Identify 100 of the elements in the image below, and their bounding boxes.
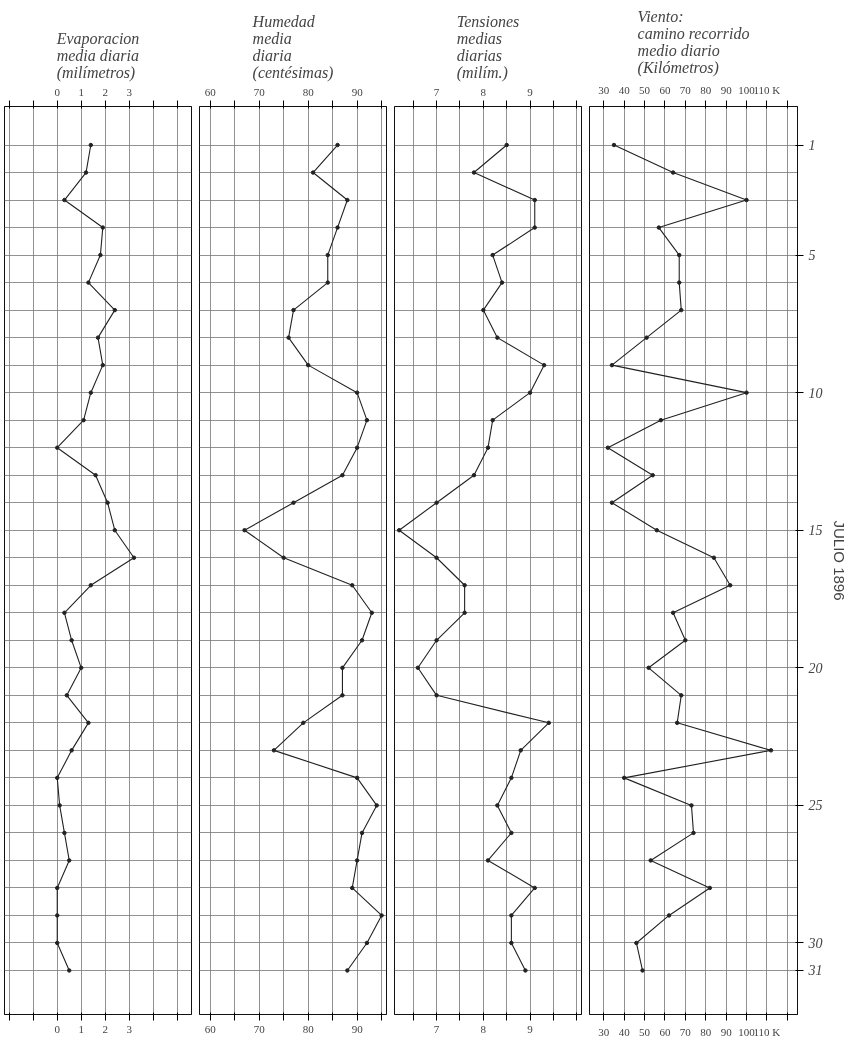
point [340,665,345,671]
point [523,968,528,973]
point [504,142,509,148]
point [131,555,137,560]
point [86,720,91,726]
point [541,362,547,368]
point [112,307,118,313]
point [98,252,103,258]
y-tick-label: 31 [807,963,823,979]
point [471,170,477,175]
point [100,225,106,230]
y-tick-label: 10 [808,385,823,401]
point [691,830,696,836]
point [291,307,296,313]
point [359,638,365,643]
x2-tick-label: 80 [700,1025,712,1038]
point [93,472,98,478]
point [676,252,682,258]
point [640,968,645,973]
point [112,527,118,533]
point [658,417,664,423]
x-tick-label: 30 [598,83,610,96]
point [88,142,94,148]
point [88,583,94,588]
point [95,335,101,340]
point [634,940,639,946]
point [621,775,627,781]
x-tick-label: 1 [78,85,84,98]
point [354,390,360,395]
y-tick-label: 25 [808,798,823,814]
point [462,583,467,588]
point [609,500,615,505]
y-tick-label: 20 [808,660,823,676]
chart-title: Humedad media diaria (centésimas) [251,12,334,82]
point [670,610,676,616]
x2-tick-label: 90 [351,1022,364,1035]
point [54,775,60,781]
x2-tick-label: 9 [527,1022,534,1035]
point [490,252,495,258]
x2-tick-label: 7 [433,1022,440,1035]
point [335,225,340,230]
point [644,335,649,340]
point [62,610,67,616]
x2-tick-label: 110 K [753,1025,781,1038]
chart-title: Tensiones medias diarias (milím.) [456,12,520,82]
point [57,803,62,808]
x-tick-label: 50 [639,83,651,96]
point [485,445,491,450]
point [727,583,733,588]
point [605,445,611,450]
point [670,170,676,175]
point [281,555,286,560]
point [364,417,370,423]
point [349,885,355,891]
point [707,885,713,891]
y-axis-title: JULIO 1896 [830,520,848,601]
x-tick-label: 8 [480,85,487,98]
point [354,858,360,863]
point [340,472,345,478]
x-tick-label: 60 [204,85,217,98]
x2-tick-label: 70 [679,1025,692,1038]
x2-tick-label: 2 [102,1022,108,1035]
x2-tick-label: 100 [738,1025,756,1038]
x-tick-label: 110 K [753,83,781,96]
point [54,913,60,918]
point [69,748,74,753]
point [396,527,402,533]
x2-tick-label: 0 [54,1022,61,1035]
x-tick-label: 2 [102,85,108,98]
x-tick-label: 3 [126,85,133,98]
x2-tick-label: 80 [302,1022,315,1035]
point [340,693,345,698]
point [527,390,533,395]
point [485,858,491,863]
point [345,197,350,203]
x-tick-label: 90 [351,85,364,98]
x2-tick-label: 3 [126,1022,133,1035]
point [744,390,749,395]
x2-tick-label: 8 [480,1022,487,1035]
point [359,830,365,836]
point [105,500,110,505]
point [462,610,467,616]
point [62,197,67,203]
point [310,170,316,175]
point [499,280,505,285]
x-tick-label: 90 [720,83,733,96]
point [609,362,615,368]
point [546,720,552,726]
point [325,252,331,258]
point [656,225,662,230]
point [64,693,70,698]
point [83,170,89,175]
point [679,693,684,698]
x-tick-label: 80 [700,83,712,96]
point [305,362,311,368]
point [683,638,688,643]
point [518,748,523,753]
point [434,693,439,698]
point [481,307,486,313]
point [495,335,500,340]
